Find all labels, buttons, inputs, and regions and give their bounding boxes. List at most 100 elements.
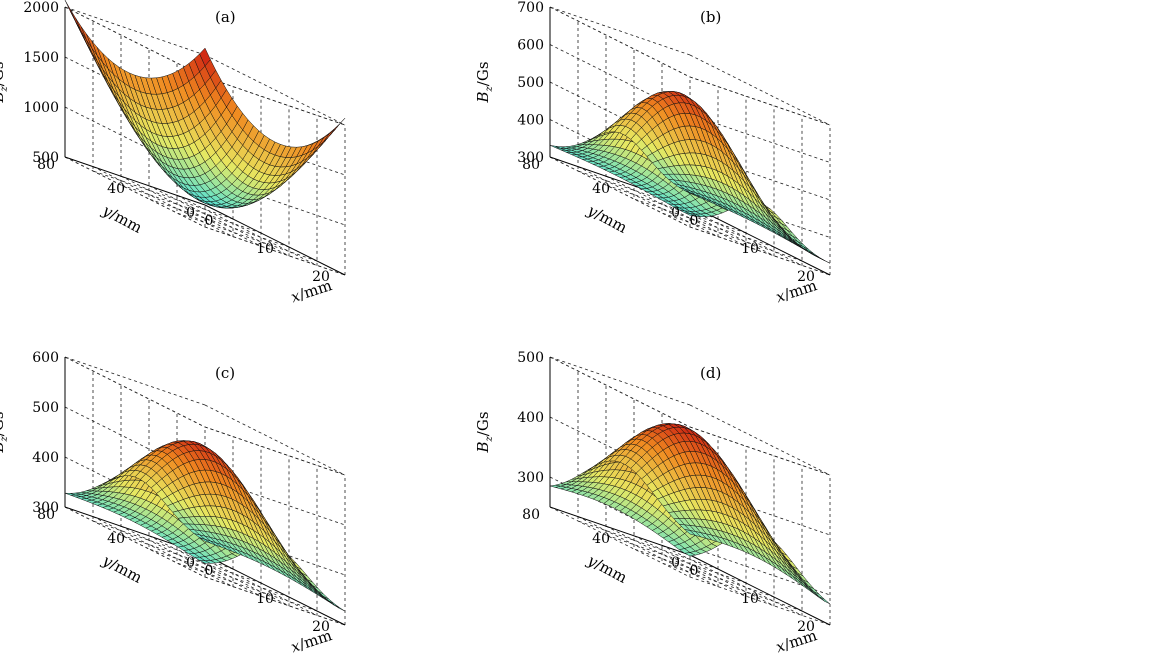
z-tick-label: 500 (517, 75, 544, 91)
box-edge (689, 576, 831, 626)
y-gridline (661, 465, 803, 617)
y-gridline (633, 455, 775, 607)
x-tick-label: 0 (205, 563, 214, 579)
box-edge (689, 54, 831, 126)
z-gridline (549, 156, 831, 276)
x-gridline (120, 385, 262, 584)
surface-cell (684, 190, 696, 196)
x-tick-label: 10 (256, 241, 274, 257)
y-unit: /mm (592, 555, 630, 587)
z-gridline (64, 506, 346, 626)
x-axis-line (689, 204, 831, 276)
x-tick-label: 0 (205, 213, 214, 229)
z-tick-label: 500 (32, 400, 59, 416)
z-axis-label: Bz/Gs (0, 61, 10, 103)
x-tick-label: 0 (690, 213, 699, 229)
y-gridline (148, 105, 290, 257)
y-axis-label: y/mm (99, 551, 145, 587)
box-edge (689, 404, 831, 476)
surface-cell (80, 26, 93, 49)
panel-label: (d) (700, 364, 721, 382)
chart-panel-a: (a)5001000150020000102004080Bz/Gsx/mmy/m… (0, 0, 346, 306)
chart-panel-c: (c)3004005006000102004080Bz/Gsx/mmy/mm (0, 350, 346, 656)
y-gridline (577, 436, 719, 588)
x-tick-label: 10 (256, 591, 274, 607)
box-edge (549, 6, 691, 56)
y-gridline (605, 446, 747, 597)
z-axis-label: Bz/Gs (474, 61, 495, 103)
x-unit: /mm (782, 626, 819, 653)
box-edge (549, 506, 691, 578)
surface-cell (75, 18, 87, 41)
y-axis-label: y/mm (584, 551, 630, 587)
z-symbol: B (474, 441, 492, 453)
z-gridline (64, 156, 346, 276)
y-tick-label: 0 (671, 205, 680, 221)
z-tick-label: 300 (517, 470, 544, 486)
panel-label: (b) (700, 8, 721, 26)
y-tick-label: 40 (107, 181, 125, 197)
z-unit: /Gs (474, 411, 492, 436)
y-tick-label: 80 (522, 507, 540, 523)
y-axis-line (549, 506, 691, 556)
surface-cell (813, 591, 825, 600)
z-tick-label: 500 (32, 150, 59, 166)
z-tick-label: 500 (517, 350, 544, 366)
y-tick-label: 40 (107, 531, 125, 547)
z-unit: /Gs (0, 411, 7, 436)
x-gridline (577, 371, 719, 570)
z-tick-label: 600 (517, 38, 544, 54)
z-gridline (549, 356, 831, 476)
x-axis-line (204, 554, 346, 626)
panel-label: (c) (215, 364, 235, 382)
z-subscript: z (0, 435, 10, 442)
y-axis-line (64, 156, 206, 206)
x-gridline (605, 35, 747, 234)
z-unit: /Gs (0, 61, 7, 86)
x-gridline (633, 49, 775, 248)
y-gridline (92, 436, 234, 588)
box-edge (64, 6, 206, 56)
y-gridline (148, 455, 290, 607)
z-tick-label: 600 (32, 350, 59, 366)
x-gridline (92, 21, 234, 220)
y-axis-label: y/mm (584, 201, 630, 237)
z-tick-label: 300 (517, 150, 544, 166)
z-subscript: z (484, 85, 495, 92)
box-edge (204, 404, 346, 476)
y-tick-label: 0 (186, 555, 195, 571)
x-axis-line (689, 554, 831, 626)
y-tick-label: 80 (37, 507, 55, 523)
surface-mesh (549, 423, 831, 605)
z-symbol: B (0, 91, 7, 103)
z-tick-label: 400 (517, 113, 544, 129)
x-unit: /mm (297, 276, 334, 303)
y-gridline (633, 105, 775, 257)
z-tick-label: 400 (517, 410, 544, 426)
z-gridline (549, 6, 831, 126)
x-tick-label: 10 (741, 241, 759, 257)
surface-cell (323, 129, 335, 143)
z-unit: /Gs (474, 61, 492, 86)
x-tick-label: 20 (797, 269, 815, 285)
surface-mesh (549, 91, 831, 264)
y-gridline (577, 86, 719, 238)
y-gridline (176, 465, 318, 617)
y-gridline (120, 446, 262, 597)
z-subscript: z (0, 85, 10, 92)
surface-cell (683, 529, 696, 536)
z-tick-label: 1000 (23, 100, 59, 116)
y-gridline (120, 96, 262, 247)
x-unit: /mm (782, 276, 819, 303)
z-tick-label: 700 (517, 0, 544, 16)
z-axis-label: Bz/Gs (0, 411, 10, 453)
x-unit: /mm (297, 626, 334, 653)
z-tick-label: 400 (32, 450, 59, 466)
y-tick-label: 80 (37, 157, 55, 173)
z-symbol: B (0, 441, 7, 453)
x-tick-label: 20 (797, 619, 815, 635)
box-edge (64, 356, 206, 406)
z-tick-label: 2000 (23, 0, 59, 16)
